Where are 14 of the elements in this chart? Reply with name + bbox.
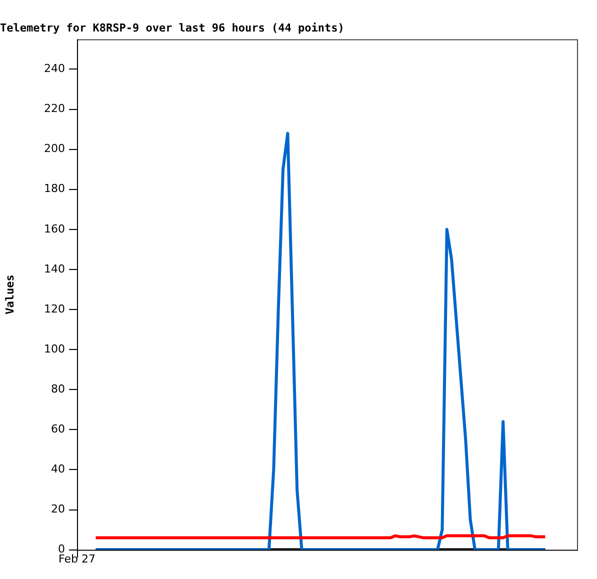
y-tick-label: 220: [44, 102, 65, 116]
y-tick-label: 80: [51, 382, 65, 396]
y-tick-label: 240: [44, 62, 65, 76]
y-tick-label: 200: [44, 142, 65, 156]
y-tick-label: 100: [44, 342, 65, 356]
y-tick-label: 160: [44, 222, 65, 236]
y-tick-label: 140: [44, 262, 65, 276]
y-tick-label: 120: [44, 302, 65, 316]
y-tick-label: 40: [51, 462, 65, 476]
y-axis-title: Values: [3, 274, 16, 314]
y-tick-label: 180: [44, 182, 65, 196]
chart-title: Telemetry for K8RSP-9 over last 96 hours (44 points): [0, 21, 344, 34]
y-tick-label: 20: [51, 502, 65, 516]
y-tick-label: 60: [51, 422, 65, 436]
